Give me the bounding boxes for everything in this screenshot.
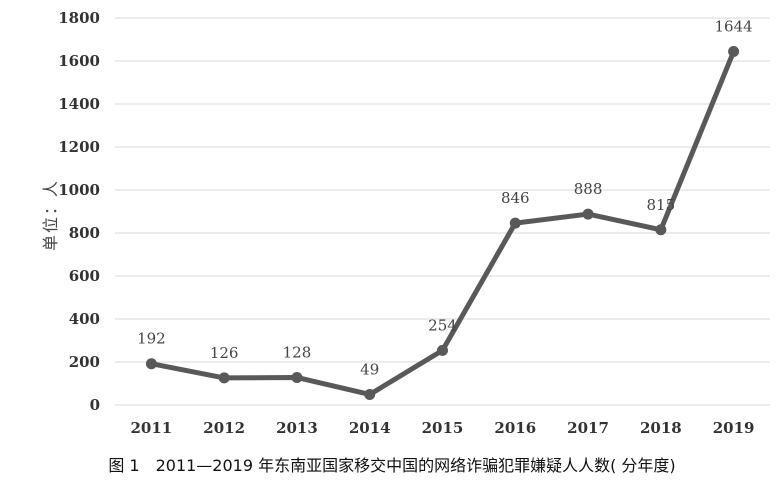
y-tick-label: 800: [69, 224, 100, 242]
data-label: 128: [283, 343, 312, 361]
y-tick-label: 1800: [58, 9, 100, 27]
y-axis-ticks: 0 200 400 600 800 1000 1200 1400 1600 1800: [58, 9, 100, 414]
data-label: 815: [647, 196, 676, 214]
data-point: [655, 224, 667, 236]
data-label: 1644: [715, 18, 753, 36]
data-label: 192: [137, 330, 166, 348]
data-point: [145, 358, 157, 370]
data-label: 888: [574, 180, 603, 198]
data-label: 49: [360, 360, 379, 378]
x-tick-label: 2017: [567, 419, 609, 437]
data-point: [437, 344, 448, 356]
y-tick-label: 1400: [58, 95, 100, 113]
y-tick-label: 1200: [58, 138, 100, 156]
x-tick-label: 2011: [131, 419, 173, 437]
y-tick-label: 400: [69, 310, 100, 328]
gridlines: [115, 17, 770, 406]
y-tick-label: 0: [90, 396, 100, 414]
data-label: 126: [210, 344, 239, 362]
y-tick-label: 1600: [58, 52, 100, 70]
y-tick-label: 200: [69, 353, 100, 371]
data-label: 846: [501, 189, 530, 207]
x-axis-ticks: 2011 2012 2013 2014 2015 2016 2017 2018 2019: [131, 419, 755, 437]
x-tick-label: 2015: [422, 419, 464, 437]
figure-caption: 图 1 2011—2019 年东南亚国家移交中国的网络诈骗犯罪嫌疑人人数( 分年…: [108, 456, 676, 475]
data-point: [218, 372, 230, 384]
data-point: [291, 371, 303, 383]
x-tick-label: 2012: [203, 419, 245, 437]
y-tick-label: 1000: [58, 181, 100, 199]
data-point: [364, 388, 376, 400]
x-tick-label: 2014: [349, 419, 391, 437]
data-points: [145, 46, 740, 400]
series-line: [150, 50, 736, 397]
data-point: [728, 46, 740, 58]
x-tick-label: 2013: [276, 419, 318, 437]
y-tick-label: 600: [69, 267, 100, 285]
data-label: 254: [428, 316, 457, 334]
y-axis-label: 单位：人: [41, 179, 60, 251]
data-point: [582, 208, 594, 220]
data-point: [509, 217, 521, 229]
x-tick-label: 2019: [713, 419, 755, 437]
data-labels: 192 126 128 49 254 846 888 815 1644: [137, 18, 753, 379]
x-tick-label: 2016: [494, 419, 536, 437]
x-tick-label: 2018: [640, 419, 682, 437]
